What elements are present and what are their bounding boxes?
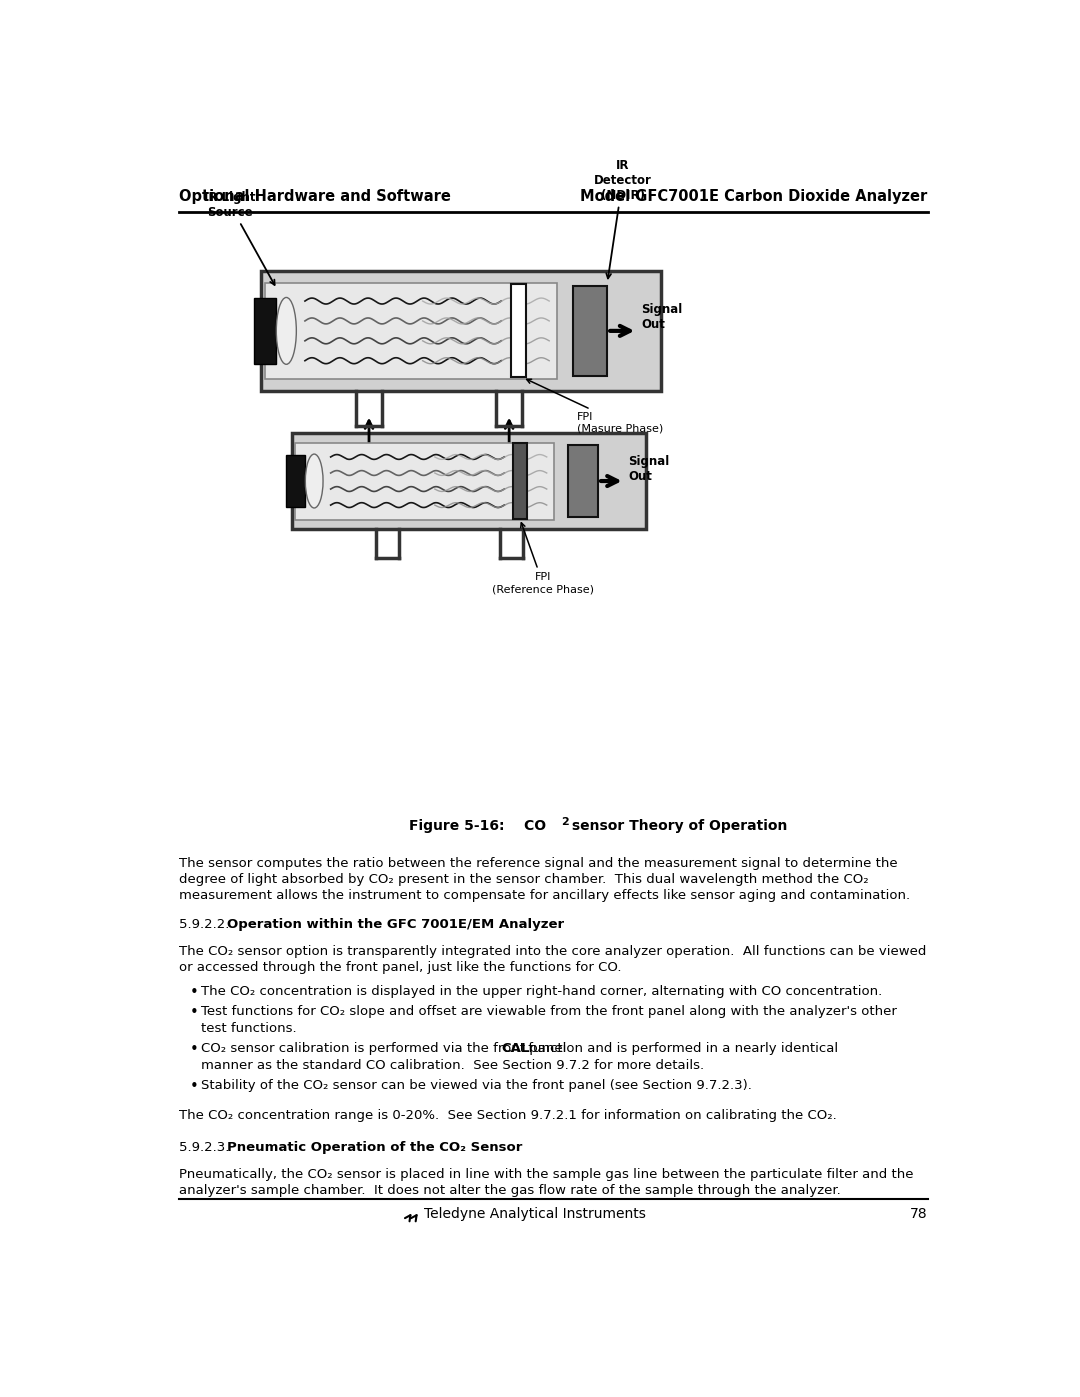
Text: 5.9.2.2.: 5.9.2.2. [179,918,239,930]
Text: The CO₂ sensor option is transparently integrated into the core analyzer operati: The CO₂ sensor option is transparently i… [179,944,927,957]
Text: test functions.: test functions. [201,1021,297,1035]
Text: Optional Hardware and Software: Optional Hardware and Software [179,190,451,204]
Bar [513,443,527,518]
Bar [265,284,557,379]
Text: degree of light absorbed by CO₂ present in the sensor chamber.  This dual wavele: degree of light absorbed by CO₂ present … [179,873,869,886]
Text: 5.9.2.3.: 5.9.2.3. [179,1141,239,1154]
Text: •: • [190,1080,199,1094]
Text: analyzer's sample chamber.  It does not alter the gas flow rate of the sample th: analyzer's sample chamber. It does not a… [179,1185,841,1197]
Text: The CO₂ concentration is displayed in the upper right-hand corner, alternating w: The CO₂ concentration is displayed in th… [201,985,882,997]
Text: Signal
Out: Signal Out [629,455,670,483]
Ellipse shape [306,454,323,509]
Bar [292,433,646,529]
Text: function and is performed in a nearly identical: function and is performed in a nearly id… [524,1042,838,1055]
Bar [286,454,306,507]
Bar [254,298,276,363]
Text: 78: 78 [910,1207,928,1221]
Text: CAL: CAL [501,1042,529,1055]
Text: Sample
Out: Sample Out [485,472,534,500]
Text: Model GFC7001E Carbon Dioxide Analyzer: Model GFC7001E Carbon Dioxide Analyzer [580,190,928,204]
Text: IR
Detector
(NDIR): IR Detector (NDIR) [594,159,651,278]
Text: manner as the standard CO calibration.  See Section 9.7.2 for more details.: manner as the standard CO calibration. S… [201,1059,704,1071]
Ellipse shape [276,298,296,365]
Bar [511,285,526,377]
Bar [573,286,607,376]
Text: •: • [190,1042,199,1058]
Text: The sensor computes the ratio between the reference signal and the measurement s: The sensor computes the ratio between th… [179,856,897,870]
Text: Sample
In: Sample In [345,472,393,500]
Bar [568,444,598,517]
Text: Figure 5-16:    CO: Figure 5-16: CO [408,819,545,833]
Text: Pneumatic Operation of the CO₂ Sensor: Pneumatic Operation of the CO₂ Sensor [227,1141,523,1154]
Text: The CO₂ concentration range is 0-20%.  See Section 9.7.2.1 for information on ca: The CO₂ concentration range is 0-20%. Se… [179,1109,837,1122]
Text: FPI
(Masure Phase): FPI (Masure Phase) [527,379,663,433]
Text: •: • [190,985,199,1000]
Text: Test functions for CO₂ slope and offset are viewable from the front panel along : Test functions for CO₂ slope and offset … [201,1006,896,1018]
Text: •: • [190,1006,199,1020]
Text: Teledyne Analytical Instruments: Teledyne Analytical Instruments [424,1207,646,1221]
Text: CO₂ sensor calibration is performed via the front panel: CO₂ sensor calibration is performed via … [201,1042,570,1055]
Text: measurement allows the instrument to compensate for ancillary effects like senso: measurement allows the instrument to com… [179,888,910,902]
Text: sensor Theory of Operation: sensor Theory of Operation [567,819,787,833]
Text: Stability of the CO₂ sensor can be viewed via the front panel (see Section 9.7.2: Stability of the CO₂ sensor can be viewe… [201,1080,752,1092]
Text: IR Light
Source: IR Light Source [204,191,274,285]
Text: Pneumatically, the CO₂ sensor is placed in line with the sample gas line between: Pneumatically, the CO₂ sensor is placed … [179,1168,914,1180]
Text: Operation within the GFC 7001E/EM Analyzer: Operation within the GFC 7001E/EM Analyz… [227,918,564,930]
Bar [261,271,661,391]
Bar [295,443,554,520]
Text: or accessed through the front panel, just like the functions for CO.: or accessed through the front panel, jus… [179,961,622,974]
Text: 2: 2 [562,817,569,827]
Text: Signal
Out: Signal Out [642,303,683,331]
Text: FPI
(Reference Phase): FPI (Reference Phase) [491,522,594,594]
